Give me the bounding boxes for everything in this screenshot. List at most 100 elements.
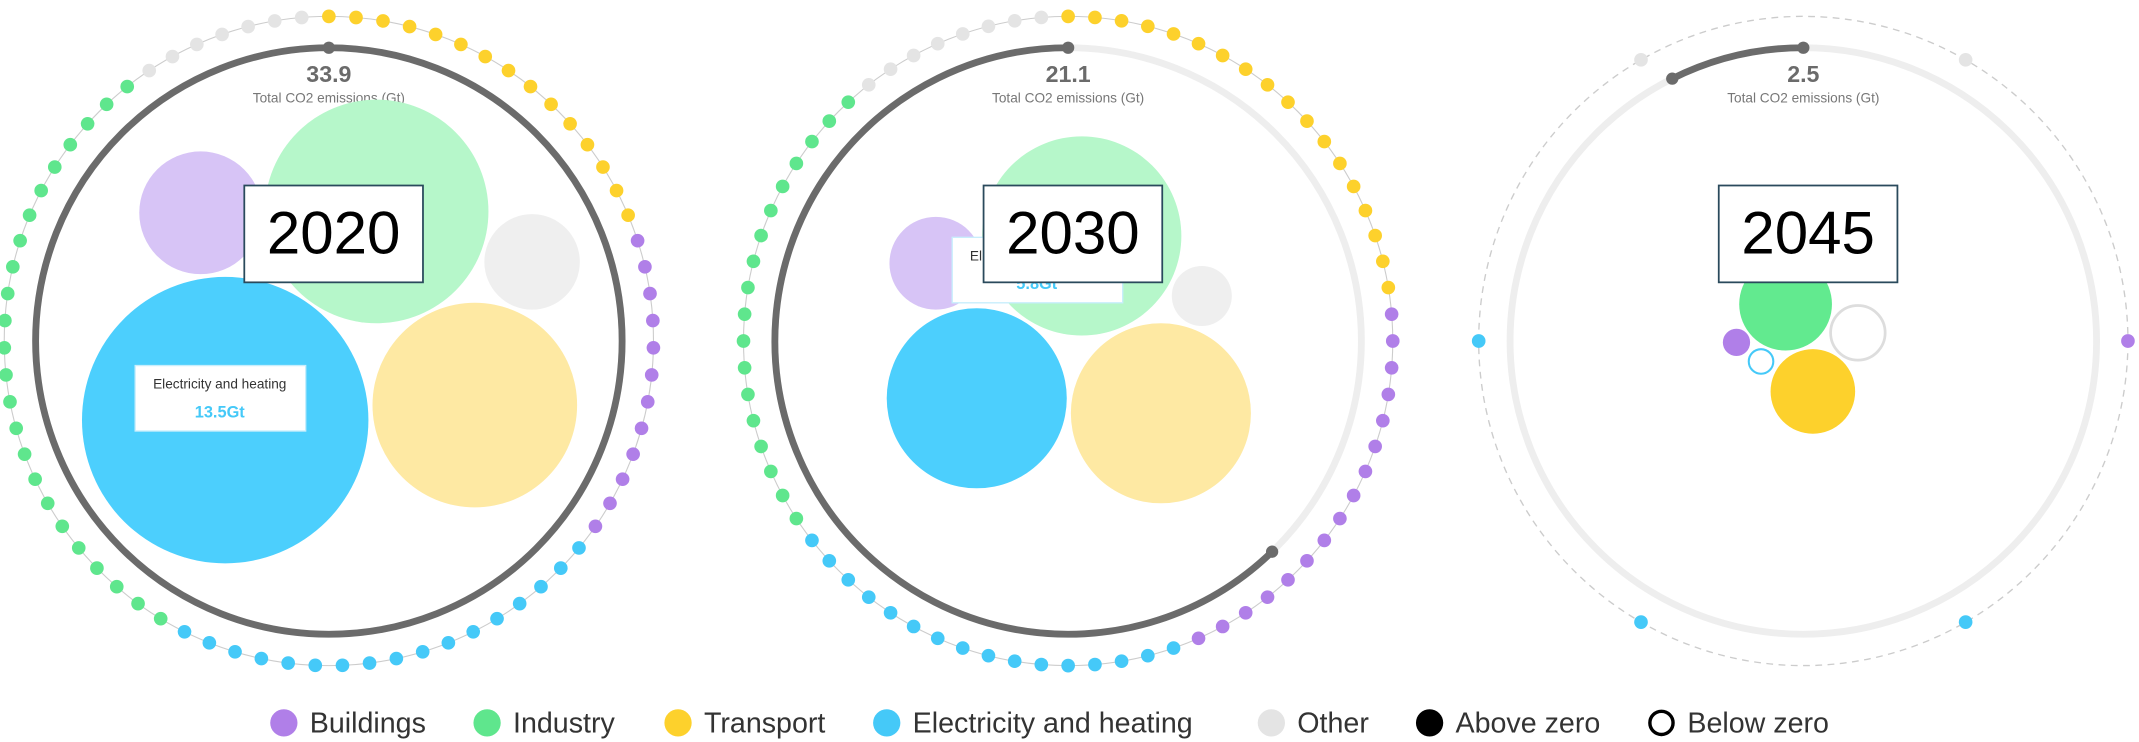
tooltip: [134, 364, 307, 432]
ring-dot: [603, 496, 617, 511]
ring-dot: [1238, 605, 1253, 620]
ring-dot: [596, 160, 610, 174]
ring-dot: [1958, 53, 1973, 67]
bubble: [484, 214, 580, 310]
ring-dot: [241, 19, 255, 34]
ring-dot: [906, 619, 921, 634]
arc-start: [1061, 41, 1075, 54]
ring-dot: [13, 233, 27, 248]
ring-dot: [615, 472, 630, 487]
ring-dot: [775, 179, 790, 194]
ring-dot: [454, 37, 468, 52]
ring-dot: [202, 636, 217, 650]
legend-label: Below zero: [1687, 707, 1829, 739]
ring-dot: [40, 496, 55, 511]
ring-dot: [1191, 36, 1206, 51]
ring-dot: [1300, 114, 1314, 128]
ring-dot: [1317, 134, 1332, 149]
bubble: [1070, 323, 1251, 504]
ring-dot: [646, 340, 661, 355]
total-arc: [771, 44, 1275, 638]
ring-dot: [534, 579, 548, 594]
ring-dot: [861, 77, 876, 92]
year-label: 2020: [267, 200, 400, 267]
ring-dot: [841, 95, 856, 109]
ring-dot: [153, 611, 168, 626]
bubble: [886, 308, 1067, 489]
ring-dot: [1368, 439, 1382, 454]
year-label: 2045: [1741, 200, 1874, 267]
ring-dot: [308, 658, 323, 673]
ring-dot: [981, 19, 996, 34]
year-box: [1717, 184, 1899, 284]
ring-dot: [294, 10, 309, 25]
ring-dot: [1634, 615, 1648, 629]
ring-dot: [646, 313, 660, 328]
ring-dot: [930, 631, 945, 646]
ring-dot: [1385, 334, 1400, 348]
ring-dot: [609, 183, 624, 198]
ring-dot: [588, 519, 603, 534]
ring-dot: [764, 203, 778, 218]
ring-dot: [634, 421, 649, 436]
ring-dot: [99, 97, 114, 112]
ring-dot: [1333, 156, 1347, 171]
arc-end: [1265, 545, 1279, 558]
legend-label: Above zero: [1456, 707, 1601, 739]
ring-dot: [754, 228, 768, 243]
ring-dot: [572, 541, 586, 555]
ring-dot: [1376, 413, 1390, 428]
ring-dot: [1215, 48, 1230, 63]
legend-label: Transport: [704, 707, 825, 739]
ring-dot: [906, 48, 921, 63]
ring-dot: [2121, 334, 2135, 348]
ring-dot: [376, 14, 390, 28]
legend-swatch: [1415, 709, 1444, 737]
ring-dot: [501, 63, 516, 78]
ring-dot: [1471, 334, 1486, 348]
ring-dot: [490, 611, 504, 626]
ring-dot: [1166, 641, 1181, 655]
ring-dot: [1215, 619, 1230, 634]
ring-dot: [981, 648, 996, 663]
ring-dot: [764, 464, 778, 479]
ring-dot: [1333, 511, 1347, 526]
legend-swatch: [473, 709, 501, 737]
total-value: 2.5: [1787, 61, 1819, 87]
ring-dot: [281, 656, 295, 670]
year-box: [982, 184, 1164, 284]
ring-dot: [1007, 13, 1022, 28]
ring-dot: [789, 156, 804, 171]
ring-dot: [1260, 590, 1275, 604]
ring-dot: [1281, 95, 1295, 109]
legend-label: Electricity and heating: [913, 707, 1193, 739]
ring-dot: [466, 624, 481, 639]
ring-dot: [478, 49, 493, 64]
ring-dot: [512, 596, 527, 611]
ring-dot: [0, 368, 13, 382]
ring-dot: [1368, 228, 1382, 243]
ring-dot: [883, 62, 898, 77]
tooltip-label: Electricity and heating: [153, 377, 286, 392]
ring-dot: [1381, 280, 1396, 295]
arc-start: [322, 41, 336, 54]
ring-dot: [883, 605, 898, 620]
total-arc: [1670, 44, 1804, 82]
ring-dot: [1034, 10, 1049, 25]
ring-dot: [322, 9, 336, 24]
ring-dot: [90, 561, 104, 575]
ring-dot: [621, 208, 635, 223]
ring-dot: [643, 286, 657, 301]
ring-dot: [1346, 179, 1361, 194]
ring-dot: [553, 561, 568, 575]
ring-dot: [215, 27, 229, 42]
ring-dot: [754, 439, 768, 454]
ring-dot: [267, 14, 282, 28]
ring-dot: [55, 519, 70, 534]
ring-dot: [349, 10, 363, 25]
ring-dot: [638, 260, 652, 274]
legend-label: Buildings: [310, 707, 426, 739]
ring-dot: [822, 554, 837, 568]
ring-dot: [165, 49, 180, 64]
